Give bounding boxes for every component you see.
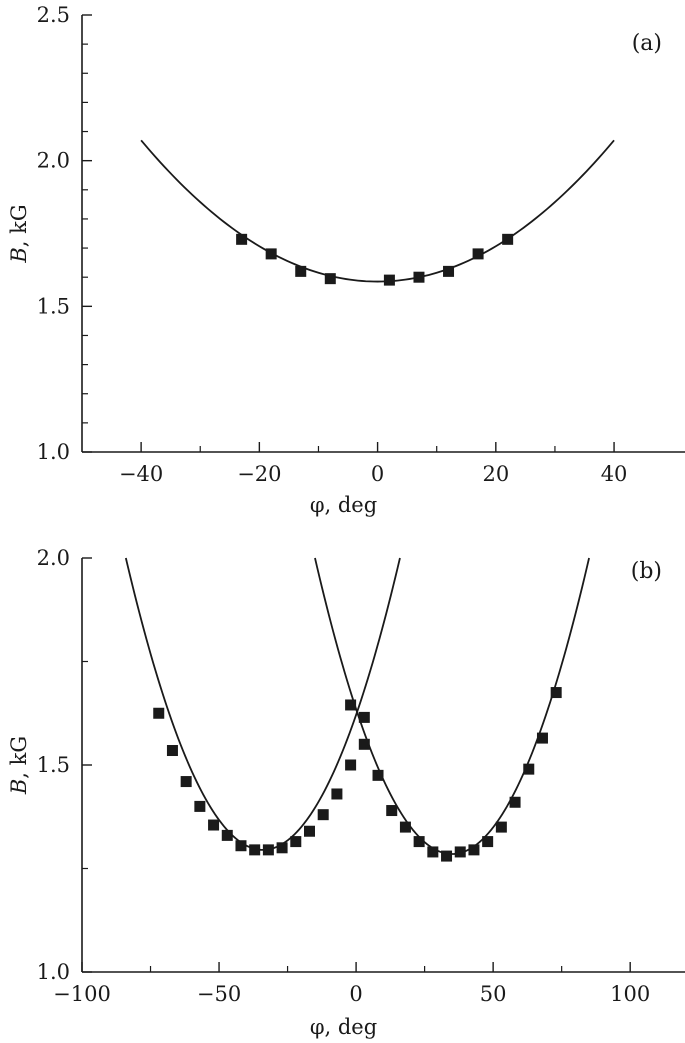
data-point-marker bbox=[317, 809, 329, 821]
y-axis-title-symbol: B bbox=[7, 247, 31, 263]
data-point-marker bbox=[358, 711, 370, 723]
panel-label: (a) bbox=[632, 31, 662, 56]
panel-a-labels: (a) φ, deg B, kG bbox=[7, 31, 662, 517]
data-point-marker bbox=[399, 821, 411, 833]
data-point-marker bbox=[265, 248, 277, 260]
data-point-marker bbox=[495, 821, 507, 833]
data-point-marker bbox=[345, 759, 357, 771]
data-point-marker bbox=[482, 836, 494, 848]
y-tick-label: 2.0 bbox=[37, 546, 70, 570]
y-axis-title: B, kG bbox=[7, 736, 31, 795]
panel-b-ticks: −100 −50 0 50 100 1.0 1.5 2.0 bbox=[37, 546, 651, 1006]
data-point-marker bbox=[509, 796, 521, 808]
x-tick-label: −50 bbox=[197, 982, 241, 1006]
y-tick-label: 2.0 bbox=[37, 149, 70, 173]
y-tick-label: 1.5 bbox=[37, 753, 70, 777]
panel-b-data-points bbox=[153, 687, 562, 862]
panel-b-plot: −100 −50 0 50 100 1.0 1.5 2.0 (b) φ, deg B, kG bbox=[7, 546, 685, 1039]
data-point-marker bbox=[454, 846, 466, 858]
x-tick-label: 20 bbox=[482, 462, 509, 486]
panel-a-axes bbox=[81, 15, 685, 453]
data-point-marker bbox=[443, 265, 455, 277]
y-tick-label: 1.0 bbox=[37, 440, 70, 464]
x-axis-title: φ, deg bbox=[310, 1015, 377, 1039]
data-point-marker bbox=[235, 840, 247, 852]
data-point-marker bbox=[472, 248, 484, 260]
data-point-marker bbox=[468, 844, 480, 856]
fit-curve-1 bbox=[140, 139, 615, 283]
data-point-marker bbox=[295, 265, 307, 277]
x-tick-label: −40 bbox=[119, 462, 163, 486]
data-point-marker bbox=[386, 805, 398, 817]
data-point-marker bbox=[221, 829, 233, 841]
data-point-marker bbox=[180, 776, 192, 788]
fit-curve-1 bbox=[124, 557, 401, 851]
y-axis-title-unit: , kG bbox=[7, 736, 31, 779]
data-point-marker bbox=[550, 687, 562, 699]
y-tick-label: 2.5 bbox=[37, 3, 70, 27]
data-point-marker bbox=[413, 836, 425, 848]
x-axis-title: φ, deg bbox=[310, 493, 377, 517]
data-point-marker bbox=[372, 769, 384, 781]
x-tick-label: −100 bbox=[53, 982, 111, 1006]
y-tick-label: 1.5 bbox=[37, 294, 70, 318]
panel-a-fit-curves bbox=[140, 139, 615, 283]
x-tick-label: −20 bbox=[237, 462, 281, 486]
data-point-marker bbox=[208, 819, 220, 831]
data-point-marker bbox=[441, 850, 453, 862]
x-tick-label: 100 bbox=[610, 982, 650, 1006]
data-point-marker bbox=[290, 836, 302, 848]
data-point-marker bbox=[276, 842, 288, 854]
data-point-marker bbox=[153, 707, 165, 719]
x-tick-label: 0 bbox=[349, 982, 362, 1006]
data-point-marker bbox=[324, 273, 336, 285]
data-point-marker bbox=[331, 788, 343, 800]
panel-a-data-points bbox=[236, 233, 514, 286]
data-point-marker bbox=[194, 800, 206, 812]
data-point-marker bbox=[427, 846, 439, 858]
y-tick-label: 1.0 bbox=[37, 960, 70, 984]
x-tick-label: 50 bbox=[480, 982, 507, 1006]
data-point-marker bbox=[345, 699, 357, 711]
panel-a-ticks: −40 −20 0 20 40 1.0 1.5 2.0 2.5 bbox=[37, 3, 628, 486]
panel-b-labels: (b) φ, deg B, kG bbox=[7, 559, 662, 1039]
data-point-marker bbox=[383, 274, 395, 286]
data-point-marker bbox=[536, 732, 548, 744]
data-point-marker bbox=[413, 271, 425, 283]
y-axis-title-unit: , kG bbox=[7, 204, 31, 247]
y-axis-title: B, kG bbox=[7, 204, 31, 263]
panel-label: (b) bbox=[631, 559, 662, 584]
data-point-marker bbox=[502, 233, 514, 245]
data-point-marker bbox=[249, 844, 261, 856]
x-tick-label: 40 bbox=[601, 462, 628, 486]
y-axis-title-symbol: B bbox=[7, 779, 31, 795]
data-point-marker bbox=[262, 844, 274, 856]
data-point-marker bbox=[303, 825, 315, 837]
panel-b-axes bbox=[81, 558, 685, 973]
x-tick-label: 0 bbox=[371, 462, 384, 486]
panel-a-plot: −40 −20 0 20 40 1.0 1.5 2.0 2.5 (a) φ, deg B, kG bbox=[7, 3, 685, 517]
data-point-marker bbox=[523, 763, 535, 775]
data-point-marker bbox=[358, 738, 370, 750]
data-point-marker bbox=[236, 233, 248, 245]
data-point-marker bbox=[166, 745, 178, 757]
